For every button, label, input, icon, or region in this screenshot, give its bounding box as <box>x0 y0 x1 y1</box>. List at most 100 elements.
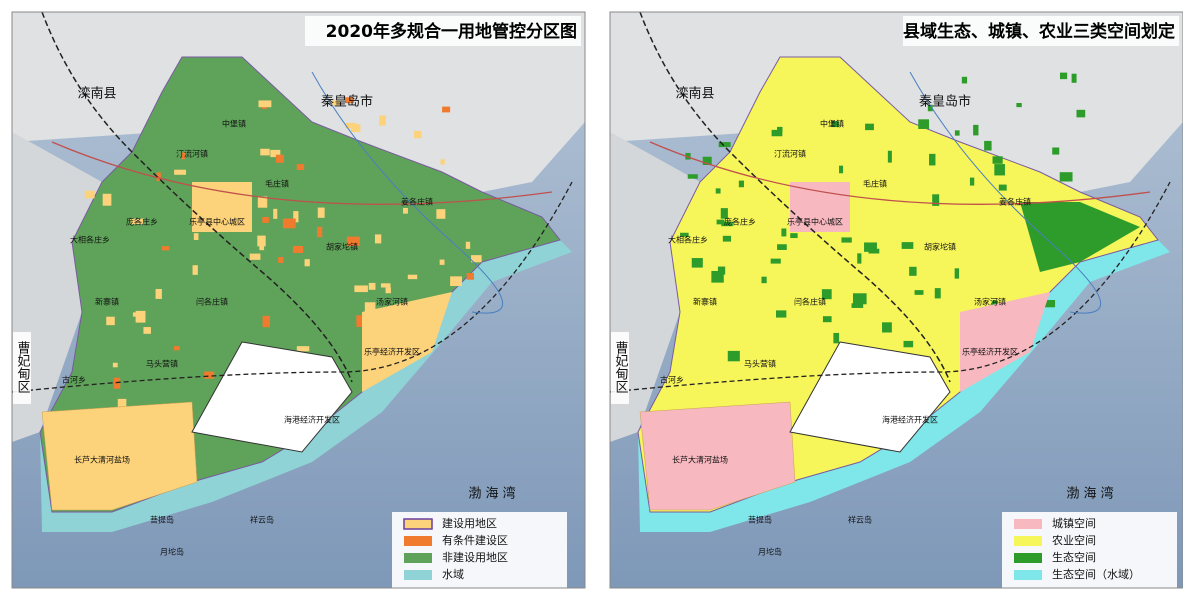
legend-label: 城镇空间 <box>1052 516 1096 530</box>
place-label: 渤 海 湾 <box>468 486 515 502</box>
land-patch <box>156 172 161 182</box>
land-patch <box>961 76 968 84</box>
land-patch <box>929 153 936 166</box>
railway <box>41 12 353 383</box>
legend-swatch <box>404 553 432 563</box>
land-patch <box>135 310 146 323</box>
legend-label: 农业空间 <box>1052 533 1096 547</box>
place-label: 秦皇岛市 <box>919 94 971 110</box>
title-bg <box>305 16 581 46</box>
land-patch <box>1059 172 1073 182</box>
land-patch <box>777 126 783 133</box>
land-patch <box>292 245 304 254</box>
land-patch <box>781 228 787 237</box>
land-patch <box>112 362 118 368</box>
place-label: 汤家河镇 <box>974 297 1006 307</box>
land-patch <box>385 287 391 294</box>
land-patch <box>1016 103 1022 108</box>
land-patch <box>680 232 689 237</box>
place-label: 汤家河镇 <box>376 297 408 307</box>
place-label: 大相各庄乡 <box>668 235 708 245</box>
label-bg <box>611 332 629 404</box>
land-patch <box>954 130 960 136</box>
land-patch <box>761 276 767 284</box>
land-patch <box>715 188 721 194</box>
map-body <box>12 12 585 588</box>
land-patch <box>278 257 284 264</box>
legend-label: 建设用地区 <box>442 516 497 530</box>
title-bg <box>903 16 1179 46</box>
place-label: 马头营镇 <box>146 359 178 369</box>
land-patch <box>260 148 270 156</box>
place-label: 乐亭县中心城区 <box>189 217 245 227</box>
land-patch <box>102 193 112 206</box>
land-patch <box>436 209 446 219</box>
place-label: 古河乡 <box>660 375 684 385</box>
place-label: 乐亭经济开发区 <box>962 347 1018 357</box>
place-label: 曹妃甸区 <box>15 341 31 393</box>
place-label: 祥云岛 <box>250 515 274 525</box>
land-patch <box>379 115 386 126</box>
place-label: 月坨岛 <box>160 547 184 557</box>
panel-frame <box>11 11 586 589</box>
land-patch <box>374 234 382 244</box>
place-label: 毛庄镇 <box>863 179 887 189</box>
land-patch <box>442 106 451 113</box>
highway <box>649 141 1151 205</box>
place-label: 闫各庄镇 <box>196 297 228 307</box>
land-patch <box>702 156 712 165</box>
land-patch <box>914 290 924 295</box>
land-patch <box>275 154 284 163</box>
label-bg <box>13 332 31 404</box>
land-patch <box>304 259 310 267</box>
railway <box>639 12 951 383</box>
place-label: 月坨岛 <box>758 547 782 557</box>
land-patch <box>356 315 364 327</box>
place-label: 马头营镇 <box>744 359 776 369</box>
land <box>12 12 585 192</box>
port-zone <box>191 341 353 453</box>
dev-zone <box>362 292 452 392</box>
land-patch <box>162 246 170 251</box>
place-label: 中堡镇 <box>820 119 844 129</box>
salt-field <box>639 401 796 511</box>
salt-field <box>41 401 198 511</box>
land-patch <box>181 152 186 160</box>
place-label: 祥云岛 <box>848 515 872 525</box>
legend-swatch <box>403 518 433 530</box>
land-patch <box>282 218 296 229</box>
land-patch <box>864 242 877 252</box>
land-patch <box>691 258 703 268</box>
land-patch <box>992 156 1003 164</box>
land <box>610 12 1183 192</box>
land-patch <box>984 140 992 151</box>
land-patch <box>257 235 266 247</box>
place-label: 秦皇岛市 <box>321 94 373 110</box>
land-patch <box>831 121 839 128</box>
land-patch <box>776 310 787 318</box>
land-patch <box>368 282 376 290</box>
land-patch <box>821 289 832 300</box>
place-label: 姜各庄镇 <box>401 197 433 207</box>
land-west <box>12 132 102 442</box>
center-district <box>790 182 850 232</box>
dev-zone <box>960 292 1050 392</box>
land-patch <box>720 208 728 219</box>
legend-label: 生态空间 <box>1052 550 1096 564</box>
land-patch <box>1042 299 1056 308</box>
place-label: 庞各庄乡 <box>126 217 158 227</box>
place-label: 海港经济开发区 <box>284 415 340 425</box>
land-patch <box>887 150 892 163</box>
land-patch <box>1076 109 1086 118</box>
land-patch <box>143 327 151 334</box>
road <box>12 181 573 393</box>
place-label: 胡家坨镇 <box>326 242 358 252</box>
place-label: 菩提岛 <box>748 515 772 525</box>
land-patch <box>174 169 187 175</box>
land-patch <box>718 142 731 148</box>
land-patch <box>865 123 874 131</box>
land-patch <box>465 241 471 249</box>
land-patch <box>770 258 781 264</box>
